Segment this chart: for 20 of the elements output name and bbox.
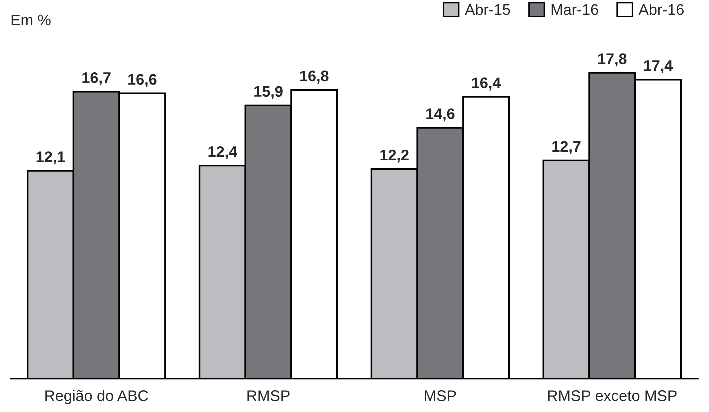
x-tick-label: RMSP — [248, 390, 290, 402]
data-label: 16,7 — [82, 72, 111, 86]
data-label: 16,6 — [128, 74, 157, 88]
x-tick-label: MSP — [425, 390, 456, 402]
text: Em % — [12, 14, 51, 26]
legend-label: Abr-15 — [465, 4, 510, 16]
data-label: 17,8 — [598, 54, 627, 67]
data-label: 12,1 — [36, 152, 66, 165]
data-label: 14,6 — [426, 108, 455, 122]
data-label: 16,8 — [300, 70, 329, 84]
legend-label: Mar-16 — [552, 4, 598, 16]
data-label: 16,4 — [472, 78, 502, 91]
data-label: 12,4 — [208, 146, 238, 160]
x-tick-label: Região do ABC — [46, 390, 148, 404]
data-label: 15,9 — [254, 86, 283, 100]
legend-label: Abr-16 — [638, 4, 684, 16]
x-tick-label: RMSP exceto MSP — [548, 390, 677, 402]
data-label: 12,2 — [380, 150, 409, 163]
data-label: 12,7 — [552, 141, 581, 154]
data-label: 17,4 — [644, 60, 674, 74]
